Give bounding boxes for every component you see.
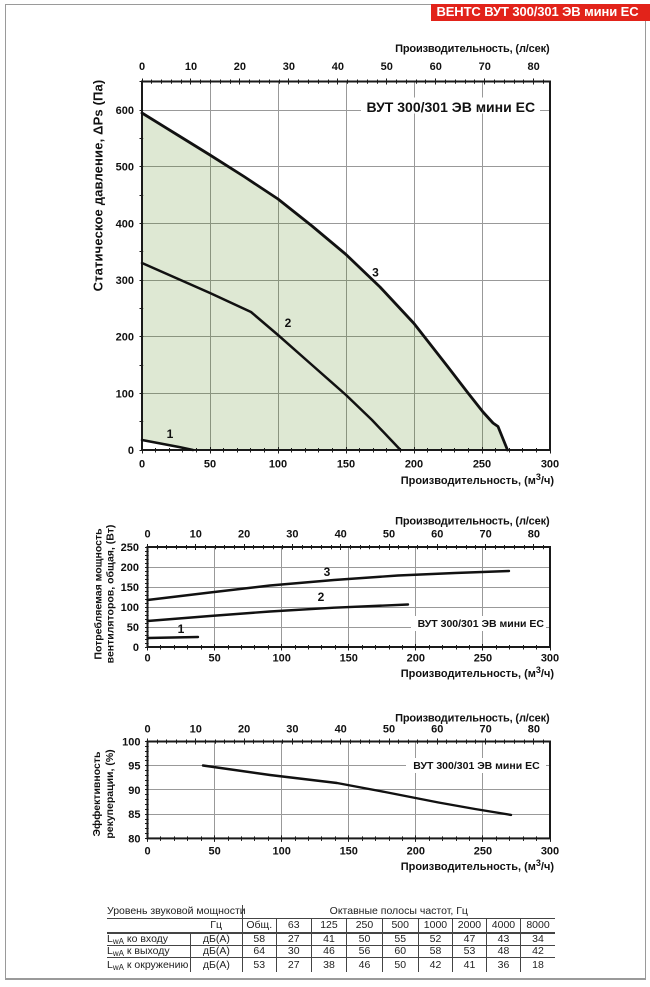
svg-text:150: 150 — [337, 459, 355, 471]
svg-text:20: 20 — [238, 724, 250, 736]
svg-text:0: 0 — [139, 61, 145, 73]
svg-text:50: 50 — [381, 61, 393, 73]
svg-text:ВУТ 300/301 ЭВ мини ЕС: ВУТ 300/301 ЭВ мини ЕС — [413, 760, 540, 772]
svg-text:200: 200 — [121, 562, 139, 574]
svg-text:100: 100 — [121, 602, 139, 614]
svg-text:0: 0 — [144, 653, 150, 665]
svg-text:40: 40 — [335, 724, 347, 736]
svg-text:50: 50 — [383, 529, 395, 541]
svg-text:600: 600 — [116, 105, 134, 117]
svg-text:Потребляемая мощность: Потребляемая мощность — [93, 528, 105, 660]
svg-text:0: 0 — [144, 724, 150, 736]
svg-text:150: 150 — [340, 653, 358, 665]
svg-text:150: 150 — [340, 846, 358, 858]
svg-text:80: 80 — [528, 529, 540, 541]
svg-text:50: 50 — [127, 622, 139, 634]
svg-text:Производительность, (м3/ч): Производительность, (м3/ч) — [401, 472, 555, 487]
svg-text:60: 60 — [430, 61, 442, 73]
svg-text:2: 2 — [285, 316, 292, 330]
svg-text:30: 30 — [286, 529, 298, 541]
svg-text:1: 1 — [167, 427, 174, 441]
svg-text:80: 80 — [528, 724, 540, 736]
svg-text:80: 80 — [128, 833, 140, 845]
svg-text:40: 40 — [332, 61, 344, 73]
svg-text:50: 50 — [204, 459, 216, 471]
svg-text:400: 400 — [116, 218, 134, 230]
svg-text:200: 200 — [407, 653, 425, 665]
svg-text:300: 300 — [541, 846, 559, 858]
svg-text:200: 200 — [116, 332, 134, 344]
svg-text:70: 70 — [479, 529, 491, 541]
svg-text:10: 10 — [190, 724, 202, 736]
svg-text:100: 100 — [272, 846, 290, 858]
svg-text:20: 20 — [234, 61, 246, 73]
svg-text:Производительность, (л/сек): Производительность, (л/сек) — [395, 713, 550, 725]
svg-text:рекуперации, (%): рекуперации, (%) — [104, 749, 116, 838]
svg-text:100: 100 — [269, 459, 287, 471]
svg-text:100: 100 — [272, 653, 290, 665]
svg-text:30: 30 — [286, 724, 298, 736]
svg-text:30: 30 — [283, 61, 295, 73]
svg-text:3: 3 — [324, 565, 331, 579]
svg-text:250: 250 — [473, 459, 491, 471]
svg-text:95: 95 — [128, 761, 140, 773]
svg-text:250: 250 — [474, 653, 492, 665]
svg-text:150: 150 — [121, 582, 139, 594]
svg-text:0: 0 — [139, 459, 145, 471]
svg-text:50: 50 — [208, 653, 220, 665]
svg-text:0: 0 — [133, 642, 139, 654]
svg-text:вентиляторов, общая, (Вт): вентиляторов, общая, (Вт) — [105, 525, 117, 664]
svg-text:90: 90 — [128, 785, 140, 797]
svg-text:0: 0 — [128, 445, 134, 457]
svg-text:0: 0 — [144, 529, 150, 541]
svg-text:ВУТ 300/301 ЭВ мини ЕС: ВУТ 300/301 ЭВ мини ЕС — [367, 99, 536, 115]
svg-text:Производительность, (л/сек): Производительность, (л/сек) — [395, 43, 550, 55]
svg-text:60: 60 — [431, 529, 443, 541]
svg-text:80: 80 — [528, 61, 540, 73]
svg-text:70: 70 — [479, 724, 491, 736]
svg-text:200: 200 — [405, 459, 423, 471]
svg-text:0: 0 — [144, 846, 150, 858]
svg-text:2: 2 — [318, 590, 325, 604]
svg-text:300: 300 — [541, 459, 559, 471]
svg-text:250: 250 — [121, 542, 139, 554]
svg-text:Производительность, (л/сек): Производительность, (л/сек) — [395, 516, 550, 528]
svg-text:200: 200 — [407, 846, 425, 858]
svg-text:50: 50 — [208, 846, 220, 858]
svg-text:300: 300 — [541, 653, 559, 665]
svg-text:10: 10 — [190, 529, 202, 541]
svg-text:Производительность, (м3/ч): Производительность, (м3/ч) — [401, 858, 555, 873]
svg-text:50: 50 — [383, 724, 395, 736]
svg-text:70: 70 — [479, 61, 491, 73]
svg-text:3: 3 — [372, 266, 379, 280]
svg-text:ВУТ 300/301 ЭВ мини ЕС: ВУТ 300/301 ЭВ мини ЕС — [418, 618, 545, 630]
svg-text:250: 250 — [474, 846, 492, 858]
svg-text:Производительность, (м3/ч): Производительность, (м3/ч) — [401, 665, 555, 680]
svg-text:10: 10 — [185, 61, 197, 73]
svg-text:40: 40 — [335, 529, 347, 541]
svg-text:100: 100 — [116, 388, 134, 400]
svg-text:60: 60 — [431, 724, 443, 736]
svg-text:300: 300 — [116, 275, 134, 287]
svg-text:Эффективность: Эффективность — [91, 751, 103, 836]
svg-text:85: 85 — [128, 809, 140, 821]
svg-text:500: 500 — [116, 162, 134, 174]
svg-text:20: 20 — [238, 529, 250, 541]
svg-text:1: 1 — [178, 622, 185, 636]
svg-text:100: 100 — [122, 737, 140, 749]
svg-text:Статическое давление, ΔPs (Па): Статическое давление, ΔPs (Па) — [91, 80, 106, 292]
